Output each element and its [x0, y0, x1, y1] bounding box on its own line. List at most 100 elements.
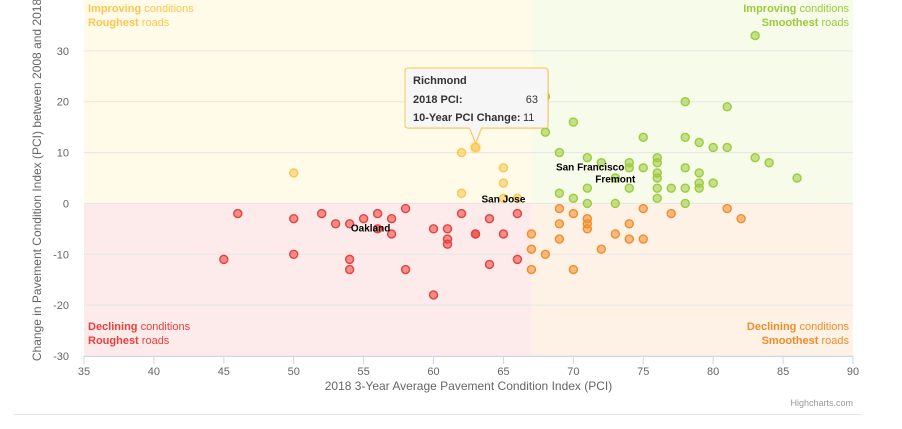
data-point[interactable]	[344, 254, 355, 265]
data-point[interactable]	[400, 203, 411, 214]
data-point[interactable]	[750, 30, 760, 41]
data-point[interactable]	[568, 117, 579, 127]
data-point[interactable]	[540, 249, 551, 259]
data-point[interactable]	[652, 183, 662, 193]
data-point[interactable]	[624, 158, 634, 168]
data-point[interactable]	[442, 239, 453, 249]
data-point[interactable]	[498, 229, 509, 239]
data-point[interactable]	[680, 163, 690, 173]
data-point[interactable]	[386, 213, 397, 224]
data-point[interactable]	[526, 264, 537, 275]
data-point[interactable]	[358, 213, 369, 224]
data-point[interactable]	[652, 193, 662, 204]
data-point[interactable]	[652, 168, 662, 178]
data-point[interactable]	[680, 132, 690, 143]
data-point[interactable]	[624, 183, 634, 193]
data-point[interactable]	[484, 259, 495, 270]
data-point[interactable]	[372, 208, 383, 219]
data-point[interactable]	[400, 264, 411, 275]
data-point[interactable]	[498, 193, 509, 204]
data-point[interactable]	[610, 173, 621, 183]
data-point[interactable]	[652, 152, 662, 163]
data-point[interactable]	[736, 213, 746, 224]
data-point[interactable]	[526, 229, 537, 239]
data-point[interactable]	[610, 229, 621, 239]
data-point[interactable]	[722, 203, 732, 214]
data-point[interactable]	[428, 290, 439, 300]
data-point[interactable]	[233, 208, 243, 219]
data-point[interactable]	[554, 219, 565, 229]
data-point[interactable]	[638, 203, 648, 214]
data-point[interactable]	[498, 178, 509, 188]
data-point[interactable]	[722, 102, 732, 112]
data-point[interactable]	[456, 208, 467, 219]
data-point[interactable]	[540, 127, 551, 137]
data-point[interactable]	[582, 183, 593, 193]
data-point[interactable]	[638, 132, 648, 143]
data-point[interactable]	[792, 173, 802, 183]
data-point[interactable]	[666, 183, 676, 193]
data-point[interactable]	[694, 178, 704, 188]
data-point[interactable]	[624, 234, 634, 244]
y-tick-label: -20	[53, 300, 69, 312]
data-point[interactable]	[680, 97, 690, 107]
tooltip-title: Richmond	[413, 75, 467, 87]
x-axis-title: 2018 3-Year Average Pavement Condition I…	[325, 379, 613, 393]
data-point[interactable]	[694, 137, 704, 148]
data-point[interactable]	[554, 188, 565, 198]
x-tick-label: 70	[567, 366, 579, 378]
data-point[interactable]	[554, 203, 565, 214]
data-point[interactable]	[680, 183, 690, 193]
data-points[interactable]	[219, 30, 802, 300]
data-point[interactable]	[512, 193, 523, 204]
data-point[interactable]	[708, 142, 718, 153]
data-point[interactable]	[568, 193, 579, 204]
data-point[interactable]	[568, 264, 579, 275]
data-point[interactable]	[428, 224, 439, 234]
data-point[interactable]	[750, 152, 760, 163]
data-point[interactable]	[330, 219, 341, 229]
data-point[interactable]	[764, 158, 774, 168]
data-point[interactable]	[456, 188, 467, 198]
data-point[interactable]	[470, 229, 481, 239]
data-point[interactable]	[568, 208, 579, 219]
data-point[interactable]	[694, 168, 704, 178]
data-point[interactable]	[289, 249, 299, 259]
data-point[interactable]	[582, 152, 593, 163]
data-point[interactable]	[344, 264, 355, 275]
data-point[interactable]	[526, 244, 537, 254]
data-point[interactable]	[638, 234, 648, 244]
data-point[interactable]	[596, 158, 607, 168]
y-tick-label: -30	[53, 351, 69, 363]
data-point[interactable]	[554, 147, 565, 158]
data-point[interactable]	[498, 163, 509, 173]
quadrant-label-line1: Declining conditions	[88, 321, 191, 333]
quadrant-label-improving-roughest: Improving conditions Roughest roads	[88, 3, 194, 29]
data-point[interactable]	[610, 198, 621, 209]
quadrant-label-line1: Improving conditions	[88, 3, 194, 15]
data-point[interactable]	[289, 213, 299, 224]
credits-link[interactable]: Highcharts.com	[790, 398, 853, 408]
data-point[interactable]	[708, 178, 718, 188]
data-point[interactable]	[442, 224, 453, 234]
data-point[interactable]	[582, 224, 593, 234]
data-point[interactable]	[372, 224, 383, 234]
data-point[interactable]	[219, 254, 229, 265]
data-point[interactable]	[554, 234, 565, 244]
data-point[interactable]	[666, 208, 676, 219]
data-point[interactable]	[484, 213, 495, 224]
data-point[interactable]	[289, 168, 299, 178]
data-point[interactable]	[680, 198, 690, 209]
data-point[interactable]	[316, 208, 327, 219]
data-point[interactable]	[512, 254, 523, 265]
data-point[interactable]	[344, 219, 355, 229]
data-point[interactable]	[596, 244, 607, 254]
data-point[interactable]	[512, 208, 523, 219]
data-point[interactable]	[638, 163, 648, 173]
data-point[interactable]	[624, 219, 634, 229]
data-point[interactable]	[582, 198, 593, 209]
data-point[interactable]	[386, 229, 397, 239]
data-point[interactable]	[722, 142, 732, 153]
data-point[interactable]	[456, 147, 467, 158]
quadrant-label-line1: Declining conditions	[747, 321, 850, 333]
